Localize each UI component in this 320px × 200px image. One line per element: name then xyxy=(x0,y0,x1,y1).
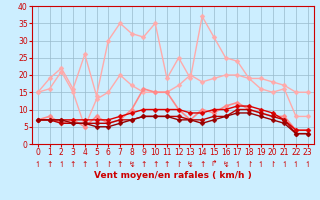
Text: ↿: ↿ xyxy=(234,160,241,169)
Text: ↾: ↾ xyxy=(246,160,252,169)
Text: ↿: ↿ xyxy=(58,160,65,169)
Text: ↑: ↑ xyxy=(152,160,158,169)
Text: ↑: ↑ xyxy=(164,160,170,169)
Text: ↿: ↿ xyxy=(258,160,264,169)
Text: ↑: ↑ xyxy=(117,160,123,169)
Text: ↿: ↿ xyxy=(305,160,311,169)
Text: ↿: ↿ xyxy=(281,160,287,169)
Text: ↾: ↾ xyxy=(175,160,182,169)
Text: ↱: ↱ xyxy=(211,160,217,169)
Text: ↾: ↾ xyxy=(105,160,111,169)
Text: ↑: ↑ xyxy=(82,160,88,169)
Text: ↑: ↑ xyxy=(199,160,205,169)
Text: ↑: ↑ xyxy=(140,160,147,169)
Text: ↿: ↿ xyxy=(35,160,41,169)
Text: ↑: ↑ xyxy=(46,160,53,169)
Text: ↿: ↿ xyxy=(293,160,299,169)
Text: ↑: ↑ xyxy=(70,160,76,169)
Text: ↿: ↿ xyxy=(93,160,100,169)
Text: ↯: ↯ xyxy=(187,160,194,169)
Text: ↾: ↾ xyxy=(269,160,276,169)
Text: ↯: ↯ xyxy=(129,160,135,169)
Text: ↯: ↯ xyxy=(222,160,229,169)
X-axis label: Vent moyen/en rafales ( km/h ): Vent moyen/en rafales ( km/h ) xyxy=(94,171,252,180)
